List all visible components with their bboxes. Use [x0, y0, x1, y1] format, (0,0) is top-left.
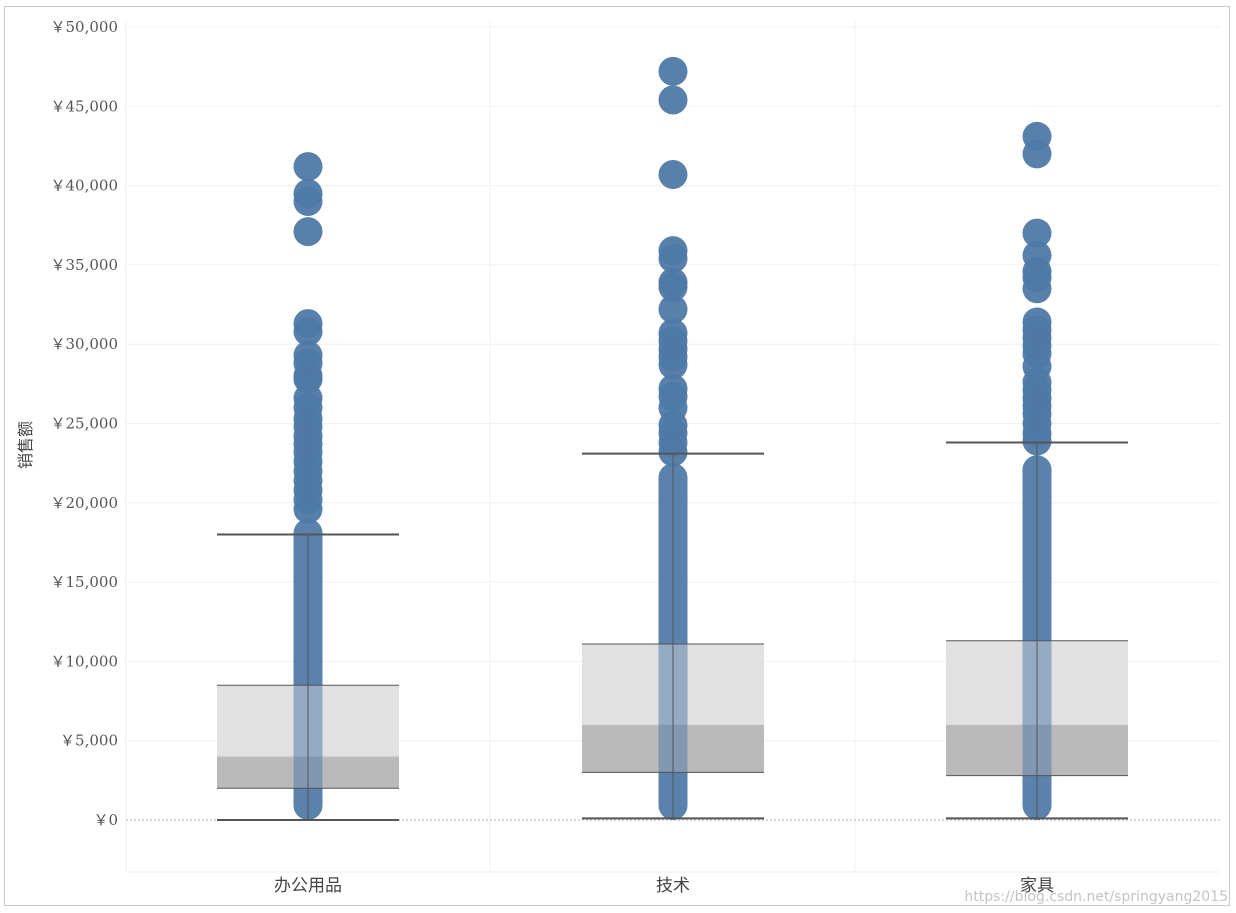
y-tick-label: ￥25,000	[51, 415, 119, 433]
y-axis-tick-labels: ￥0 ￥5,000 ￥10,000 ￥15,000 ￥20,000 ￥25,000 ￥30,…	[51, 18, 119, 829]
data-point	[658, 294, 688, 324]
data-point	[658, 437, 688, 467]
data-point	[293, 186, 323, 216]
data-point	[293, 317, 323, 347]
data-point	[658, 159, 688, 189]
x-axis-category-labels: 办公用品 技术 家具	[274, 876, 1054, 896]
y-tick-label: ￥0	[93, 811, 118, 829]
y-tick-label: ￥5,000	[60, 732, 118, 750]
whisker-layer	[217, 441, 1128, 821]
y-tick-label: ￥10,000	[51, 652, 119, 670]
data-point	[658, 56, 688, 86]
data-point	[1022, 426, 1052, 456]
data-point	[293, 152, 323, 182]
data-point	[1022, 218, 1052, 248]
y-tick-label: ￥30,000	[51, 335, 119, 353]
y-tick-label: ￥40,000	[51, 177, 119, 195]
y-tick-label: ￥15,000	[51, 573, 119, 591]
data-point	[1022, 139, 1052, 169]
data-point	[658, 272, 688, 302]
data-point	[293, 494, 323, 524]
y-tick-label: ￥45,000	[51, 97, 119, 115]
data-point	[658, 350, 688, 380]
data-point	[658, 85, 688, 115]
x-category-label: 技术	[656, 876, 690, 896]
x-category-label: 家具	[1020, 876, 1054, 896]
data-point	[293, 217, 323, 247]
data-point	[658, 244, 688, 274]
watermark: https://blog.csdn.net/springyang2015	[964, 889, 1228, 905]
y-tick-label: ￥20,000	[51, 494, 119, 512]
y-tick-label: ￥50,000	[51, 18, 119, 36]
y-tick-label: ￥35,000	[51, 256, 119, 274]
x-category-label: 办公用品	[274, 876, 342, 896]
data-point	[1022, 274, 1052, 304]
y-axis-title: 销售额	[16, 421, 35, 469]
